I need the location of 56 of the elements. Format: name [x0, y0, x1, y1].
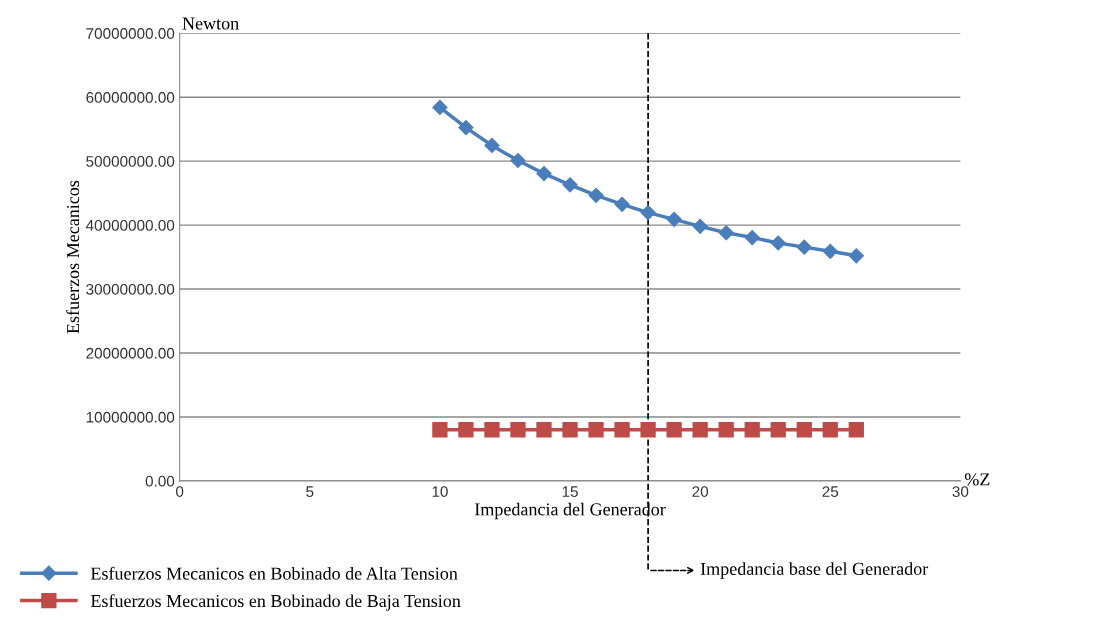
y-tick-label: 10000000.00	[86, 411, 175, 423]
point	[692, 422, 708, 438]
point	[770, 422, 786, 438]
y-tick-label: 40000000.00	[85, 219, 175, 231]
point	[588, 187, 604, 203]
point	[822, 422, 838, 438]
point	[458, 422, 474, 438]
text: %Z	[964, 473, 990, 486]
point	[432, 422, 448, 438]
point	[796, 422, 812, 438]
point	[822, 243, 838, 259]
x-axis-title: Impedancia del Generador	[474, 502, 666, 520]
y-tick-label: 30000000.00	[86, 283, 175, 295]
point	[770, 235, 786, 251]
point	[614, 196, 630, 212]
legend-label: Esfuerzos Mecanicos en Bobinado de Baja Tension	[90, 594, 461, 611]
point	[458, 119, 474, 136]
point	[614, 422, 630, 438]
x-tick-label: 30	[952, 486, 969, 497]
point	[536, 166, 552, 182]
y-tick-label: 70000000.00	[86, 28, 175, 39]
point	[848, 248, 864, 264]
x-tick-label: 25	[822, 486, 839, 497]
x-tick-label: 20	[692, 486, 709, 497]
point	[640, 422, 656, 438]
point	[510, 152, 526, 169]
ref-line-label: Impedancia base del Generador	[700, 562, 929, 579]
point	[536, 422, 552, 438]
y-tick-label: 60000000.00	[86, 92, 175, 103]
y-tick-label: 20000000.00	[86, 347, 175, 359]
x-tick-label: 15	[562, 486, 578, 497]
point	[718, 225, 734, 241]
point	[744, 422, 760, 438]
point	[666, 211, 682, 227]
point	[588, 422, 604, 438]
y-tick-label: 50000000.00	[86, 156, 175, 167]
y-tick-label: 0.00	[145, 475, 175, 487]
y-axis-title: Esfuerzos Mecanicos	[66, 180, 80, 334]
point	[692, 218, 708, 234]
legend-label: Esfuerzos Mecanicos en Bobinado de Alta Tension	[90, 566, 458, 580]
x-tick-label: 5	[306, 486, 314, 497]
point	[796, 239, 812, 255]
point	[562, 177, 578, 193]
point	[510, 422, 526, 438]
text: Newton	[182, 17, 239, 30]
point	[484, 137, 500, 154]
point	[848, 422, 864, 438]
point	[718, 422, 734, 438]
point	[744, 229, 760, 246]
point	[666, 422, 682, 438]
point	[562, 422, 578, 438]
x-tick-label: 10	[432, 486, 448, 497]
point	[484, 422, 500, 438]
point	[432, 99, 448, 115]
x-tick-label: 0	[176, 486, 184, 497]
point	[640, 205, 656, 221]
